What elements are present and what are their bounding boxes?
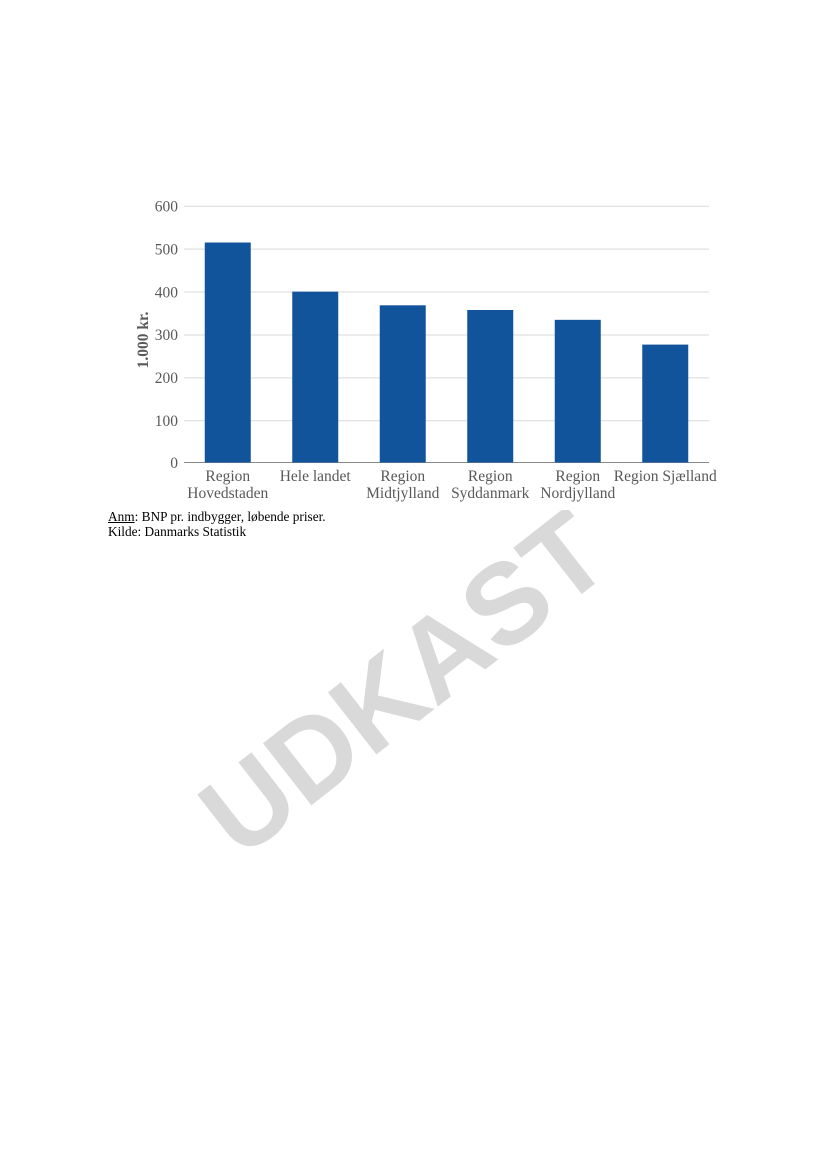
svg-text:500: 500 bbox=[155, 241, 179, 258]
svg-text:Region Sjælland: Region Sjælland bbox=[614, 468, 717, 485]
svg-text:Hovedstaden: Hovedstaden bbox=[187, 485, 268, 502]
svg-text:300: 300 bbox=[155, 327, 179, 344]
svg-text:UDKAST: UDKAST bbox=[177, 486, 631, 880]
svg-text:Hele landet: Hele landet bbox=[280, 468, 352, 485]
svg-text:Midtjylland: Midtjylland bbox=[366, 485, 439, 502]
svg-text:400: 400 bbox=[155, 284, 179, 301]
svg-text:200: 200 bbox=[155, 370, 179, 387]
svg-text:100: 100 bbox=[155, 413, 179, 430]
svg-text:Region: Region bbox=[468, 468, 513, 485]
svg-text:600: 600 bbox=[155, 199, 179, 216]
svg-text:Region: Region bbox=[205, 468, 250, 485]
svg-text:0: 0 bbox=[170, 455, 178, 472]
svg-text:1.000 kr.: 1.000 kr. bbox=[135, 312, 152, 369]
svg-text:Region: Region bbox=[555, 468, 600, 485]
svg-text:Region: Region bbox=[380, 468, 425, 485]
svg-text:Nordjylland: Nordjylland bbox=[540, 485, 615, 502]
svg-text:Syddanmark: Syddanmark bbox=[451, 485, 530, 502]
